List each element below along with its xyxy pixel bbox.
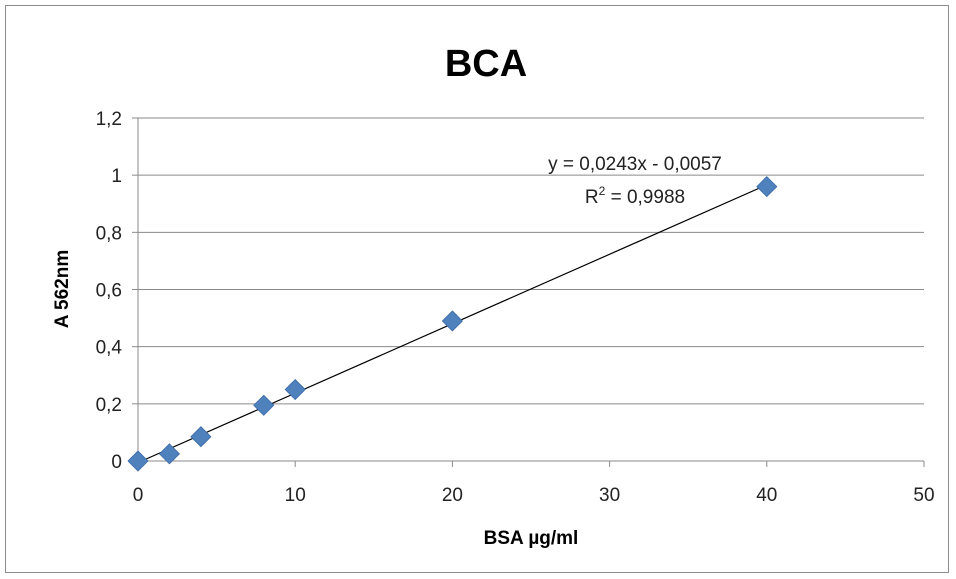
data-point-marker <box>127 450 149 472</box>
data-point-marker <box>756 176 778 198</box>
x-tick-label: 0 <box>133 485 144 506</box>
y-tick-label: 0,2 <box>96 395 122 416</box>
x-tick-label: 50 <box>913 485 934 506</box>
x-tick-label: 40 <box>756 485 777 506</box>
y-axis-label: A 562nm <box>52 250 73 329</box>
y-tick-label: 0 <box>111 452 122 473</box>
data-point-marker <box>190 426 212 448</box>
data-point-marker <box>441 310 463 332</box>
chart-title: BCA <box>445 43 527 85</box>
y-tick-label: 1 <box>111 166 122 187</box>
y-tick-label: 1,2 <box>96 109 122 130</box>
data-point-marker <box>253 394 275 416</box>
x-tick-label: 30 <box>599 485 620 506</box>
gridlines <box>138 117 924 405</box>
data-point-marker <box>284 378 306 401</box>
data-point-marker <box>158 443 181 465</box>
trendline-equation: y = 0,0243x - 0,0057 <box>548 154 722 175</box>
y-tick-label: 0,6 <box>96 281 122 302</box>
x-tick-label: 10 <box>285 485 306 506</box>
x-tick-label: 20 <box>442 485 463 506</box>
data-points <box>127 176 778 472</box>
x-axis-label: BSA µg/ml <box>484 528 579 549</box>
y-tick-label: 0,4 <box>96 338 123 359</box>
x-tick-labels: 0 10 20 30 40 50 <box>133 461 935 506</box>
y-tick-labels: 0 0,2 0,4 0,6 0,8 1 1,2 <box>96 109 138 473</box>
r-squared-label: R2 = 0,9988 <box>585 184 685 208</box>
y-tick-label: 0,8 <box>96 223 122 244</box>
